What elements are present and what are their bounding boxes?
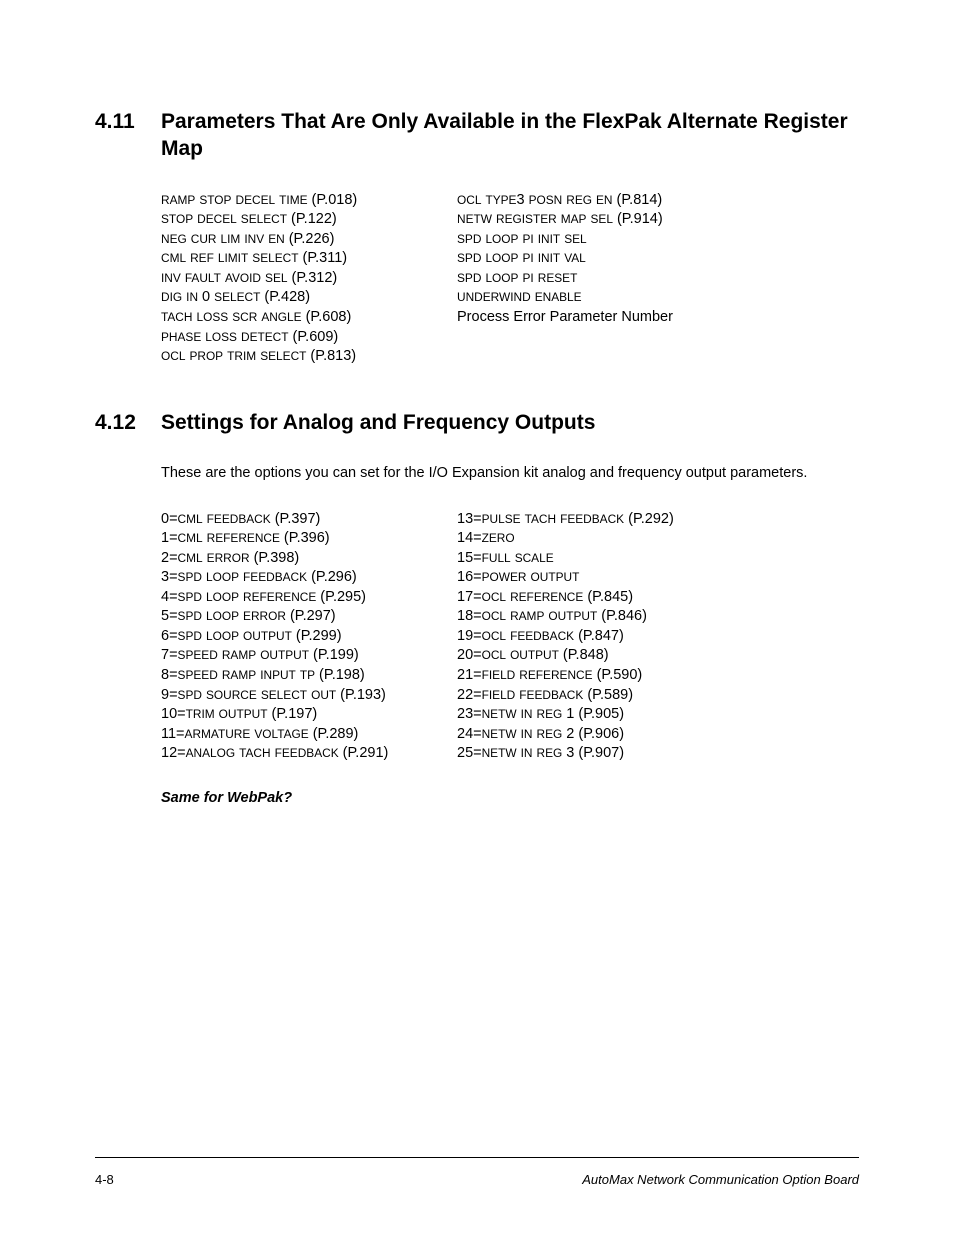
param-line: SPD LOOP PI INIT VAL xyxy=(457,249,859,269)
params-411-left-col: RAMP STOP DECEL TIME (P.018)STOP DECEL S… xyxy=(161,191,457,367)
params-411-right-col: OCL TYPE3 POSN REG EN (P.814)NETW REGIST… xyxy=(457,191,859,367)
param-line: NETW REGISTER MAP SEL (P.914) xyxy=(457,210,859,230)
param-line: 10=TRIM OUTPUT (P.197) xyxy=(161,705,457,725)
param-line: UNDERWIND ENABLE xyxy=(457,288,859,308)
params-411-columns: RAMP STOP DECEL TIME (P.018)STOP DECEL S… xyxy=(161,191,859,367)
param-line: 11=ARMATURE VOLTAGE (P.289) xyxy=(161,725,457,745)
param-line: STOP DECEL SELECT (P.122) xyxy=(161,210,457,230)
param-line: SPD LOOP PI RESET xyxy=(457,269,859,289)
section-heading-411: 4.11 Parameters That Are Only Available … xyxy=(95,108,859,163)
param-line: 22=FIELD FEEDBACK (P.589) xyxy=(457,686,859,706)
param-line: Process Error Parameter Number xyxy=(457,308,859,328)
page-number: 4-8 xyxy=(95,1172,114,1187)
param-line: 15=FULL SCALE xyxy=(457,549,859,569)
section-heading-412: 4.12 Settings for Analog and Frequency O… xyxy=(95,409,859,436)
param-line: 24=NETW IN REG 2 (P.906) xyxy=(457,725,859,745)
param-line: 18=OCL RAMP OUTPUT (P.846) xyxy=(457,607,859,627)
param-line: INV FAULT AVOID SEL (P.312) xyxy=(161,269,457,289)
param-line: 16=POWER OUTPUT xyxy=(457,568,859,588)
param-line: 25=NETW IN REG 3 (P.907) xyxy=(457,744,859,764)
param-line: PHASE LOSS DETECT (P.609) xyxy=(161,328,457,348)
param-line: 17=OCL REFERENCE (P.845) xyxy=(457,588,859,608)
param-line: 2=CML ERROR (P.398) xyxy=(161,549,457,569)
param-line: 7=SPEED RAMP OUTPUT (P.199) xyxy=(161,646,457,666)
section-number: 4.11 xyxy=(95,108,161,163)
section-number: 4.12 xyxy=(95,409,161,436)
param-line: 1=CML REFERENCE (P.396) xyxy=(161,529,457,549)
param-line: 23=NETW IN REG 1 (P.905) xyxy=(457,705,859,725)
param-line: 5=SPD LOOP ERROR (P.297) xyxy=(161,607,457,627)
section-title: Settings for Analog and Frequency Output… xyxy=(161,409,859,436)
param-line: 6=SPD LOOP OUTPUT (P.299) xyxy=(161,627,457,647)
param-line: 12=ANALOG TACH FEEDBACK (P.291) xyxy=(161,744,457,764)
param-line: 9=SPD SOURCE SELECT OUT (P.193) xyxy=(161,686,457,706)
param-line: 13=PULSE TACH FEEDBACK (P.292) xyxy=(457,510,859,530)
param-line: 21=FIELD REFERENCE (P.590) xyxy=(457,666,859,686)
note-webpak: Same for WebPak? xyxy=(161,790,859,806)
section-412-intro: These are the options you can set for th… xyxy=(161,464,859,484)
param-line: 0=CML FEEDBACK (P.397) xyxy=(161,510,457,530)
param-line: 14=ZERO xyxy=(457,529,859,549)
param-line: OCL TYPE3 POSN REG EN (P.814) xyxy=(457,191,859,211)
param-line: RAMP STOP DECEL TIME (P.018) xyxy=(161,191,457,211)
params-412-right-col: 13=PULSE TACH FEEDBACK (P.292)14=ZERO15=… xyxy=(457,510,859,764)
param-line: 19=OCL FEEDBACK (P.847) xyxy=(457,627,859,647)
params-412-left-col: 0=CML FEEDBACK (P.397)1=CML REFERENCE (P… xyxy=(161,510,457,764)
param-line: 20=OCL OUTPUT (P.848) xyxy=(457,646,859,666)
param-line: OCL PROP TRIM SELECT (P.813) xyxy=(161,347,457,367)
params-412-columns: 0=CML FEEDBACK (P.397)1=CML REFERENCE (P… xyxy=(161,510,859,764)
section-title: Parameters That Are Only Available in th… xyxy=(161,108,859,163)
param-line: CML REF LIMIT SELECT (P.311) xyxy=(161,249,457,269)
param-line: DIG IN 0 SELECT (P.428) xyxy=(161,288,457,308)
param-line: 3=SPD LOOP FEEDBACK (P.296) xyxy=(161,568,457,588)
param-line: NEG CUR LIM INV EN (P.226) xyxy=(161,230,457,250)
param-line: TACH LOSS SCR ANGLE (P.608) xyxy=(161,308,457,328)
param-line: SPD LOOP PI INIT SEL xyxy=(457,230,859,250)
page-footer: 4-8 AutoMax Network Communication Option… xyxy=(95,1157,859,1187)
param-line: 8=SPEED RAMP INPUT TP (P.198) xyxy=(161,666,457,686)
param-line: 4=SPD LOOP REFERENCE (P.295) xyxy=(161,588,457,608)
footer-title: AutoMax Network Communication Option Boa… xyxy=(582,1172,859,1187)
